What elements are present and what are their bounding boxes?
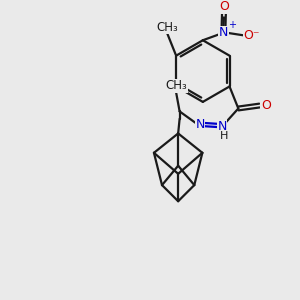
Text: CH₃: CH₃ <box>157 21 178 34</box>
Text: H: H <box>220 131 228 141</box>
Text: CH₃: CH₃ <box>165 80 187 92</box>
Text: O: O <box>219 0 229 13</box>
Text: N: N <box>196 118 205 130</box>
Text: O⁻: O⁻ <box>244 29 260 42</box>
Text: N: N <box>218 120 227 133</box>
Text: O: O <box>261 99 271 112</box>
Text: +: + <box>228 20 236 30</box>
Text: N: N <box>219 26 228 39</box>
